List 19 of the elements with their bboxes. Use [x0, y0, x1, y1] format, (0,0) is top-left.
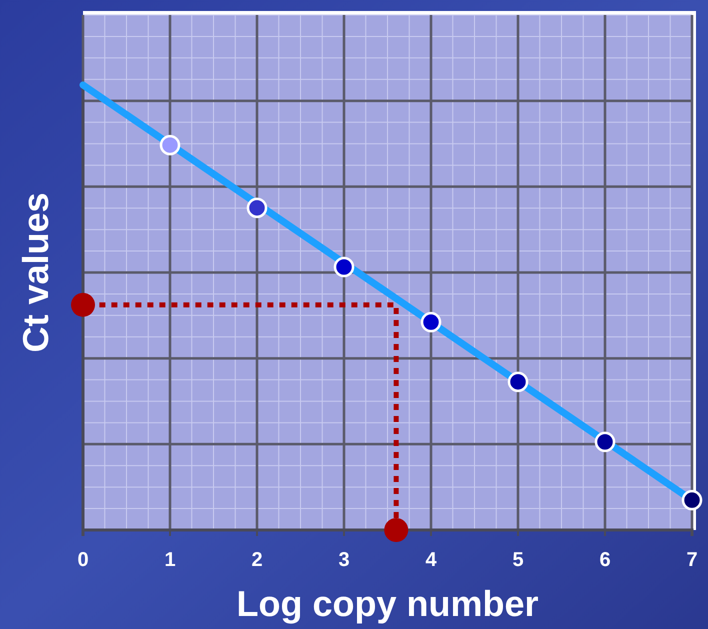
- x-tick-label: 3: [338, 549, 350, 572]
- y-axis-title: Ct values: [15, 192, 56, 353]
- x-tick-label: 4: [425, 549, 438, 572]
- x-tick-label: 0: [77, 549, 89, 572]
- point: [682, 490, 702, 510]
- point: [160, 134, 180, 156]
- x-tick-label: 7: [686, 549, 698, 572]
- x-tick-label: 6: [599, 549, 611, 572]
- point: [594, 432, 616, 452]
- point: [246, 198, 268, 218]
- point: [71, 292, 95, 317]
- point: [508, 372, 528, 392]
- x-tick-label: 1: [164, 549, 176, 572]
- point: [334, 256, 354, 278]
- x-axis-title: Log copy number: [236, 583, 539, 624]
- x-tick-label: 5: [512, 549, 524, 572]
- point: [384, 518, 408, 542]
- point: [420, 312, 442, 332]
- x-tick-label: 2: [251, 549, 263, 572]
